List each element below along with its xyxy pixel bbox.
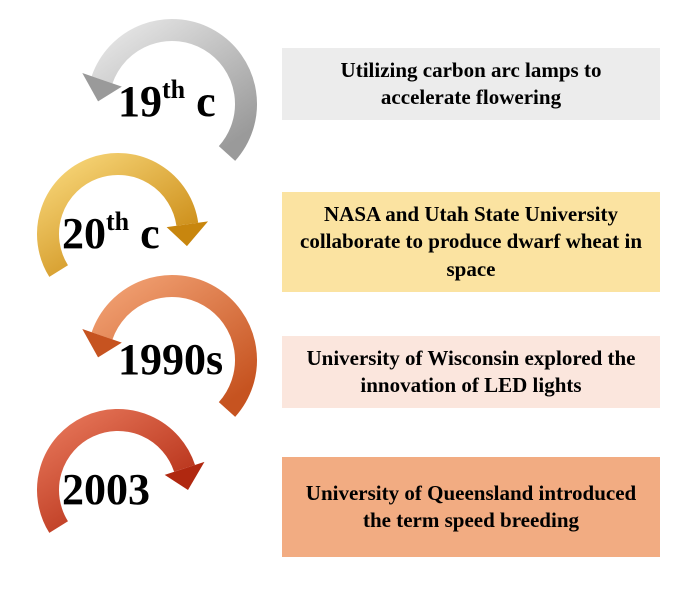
- era-label-19th-century: 19th c: [118, 75, 216, 126]
- milestone-box-19th-century: Utilizing carbon arc lamps to accelerate…: [282, 48, 660, 120]
- era-label-2003: 2003: [62, 465, 150, 514]
- ring-arc-0: [91, 19, 257, 161]
- era-label-20th-century: 20th c: [62, 207, 160, 258]
- ring-arc-2: [91, 275, 257, 417]
- milestone-box-2003: University of Queensland introduced the …: [282, 457, 660, 557]
- ring-arc-1: [37, 153, 199, 277]
- milestone-box-1990s: University of Wisconsin explored the inn…: [282, 336, 660, 408]
- ring-arrowhead-0: [82, 73, 122, 102]
- era-label-1990s: 1990s: [118, 335, 224, 384]
- ring-arrowhead-1: [166, 221, 209, 247]
- ring-arrowhead-2: [82, 329, 122, 358]
- milestone-box-20th-century: NASA and Utah State University collabora…: [282, 192, 660, 292]
- milestone-text: University of Queensland introduced the …: [305, 480, 637, 532]
- ring-arrowhead-3: [164, 461, 205, 490]
- milestone-text: University of Wisconsin explored the inn…: [306, 345, 636, 397]
- ring-arc-3: [37, 409, 196, 533]
- milestone-text: NASA and Utah State University collabora…: [300, 202, 642, 281]
- milestone-text: Utilizing carbon arc lamps to accelerate…: [340, 57, 602, 109]
